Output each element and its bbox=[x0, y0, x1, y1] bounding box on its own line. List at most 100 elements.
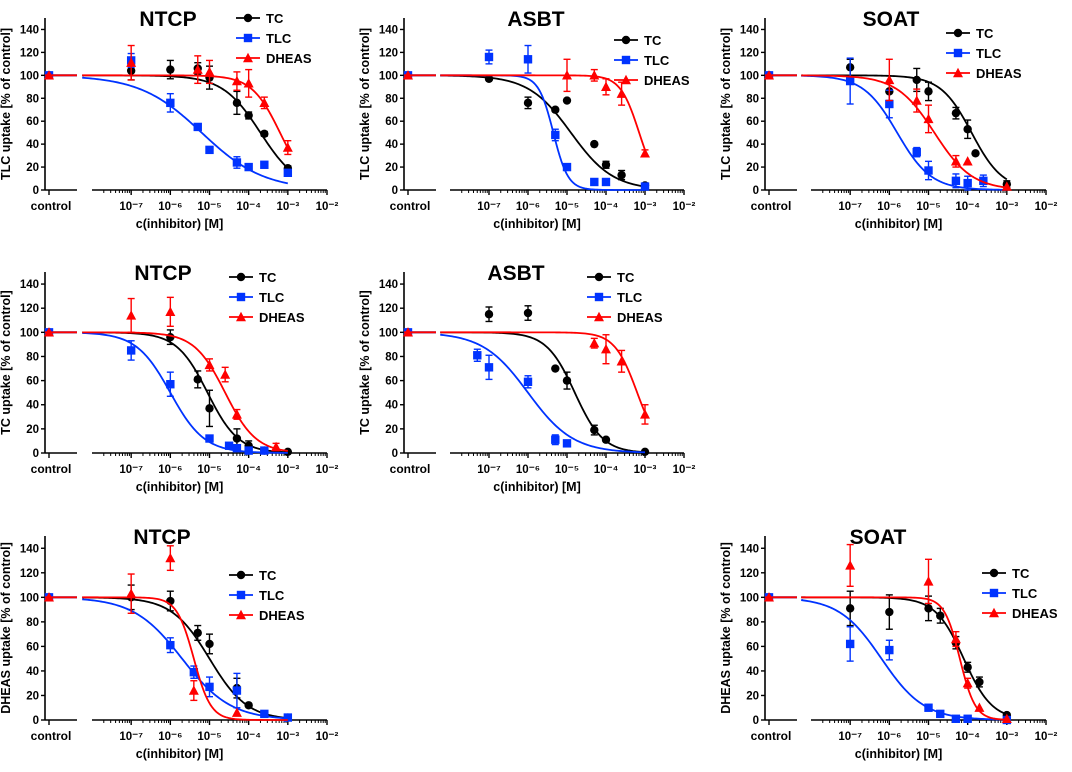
y-tick-label: 20 bbox=[385, 162, 398, 174]
y-tick-label: 100 bbox=[740, 592, 759, 604]
y-tick-label: 120 bbox=[20, 568, 39, 580]
data-point bbox=[271, 441, 282, 452]
x-tick-label: 10⁻⁷ bbox=[477, 201, 501, 213]
data-point bbox=[283, 168, 293, 177]
legend-label: TC bbox=[1012, 566, 1030, 581]
data-point bbox=[165, 306, 176, 317]
chart-panel: 0 20 40 60 80 100 120 140 DHEAS uptake [% of con… bbox=[0, 526, 339, 761]
y-tick-label: 80 bbox=[746, 617, 759, 629]
data-point bbox=[951, 108, 961, 118]
data-point bbox=[260, 446, 269, 455]
x-tick-label: 10⁻⁶ bbox=[516, 201, 540, 213]
data-point bbox=[885, 607, 894, 617]
legend-marker bbox=[236, 590, 246, 600]
data-point bbox=[923, 576, 934, 586]
legend-label: DHEAS bbox=[976, 66, 1022, 81]
data-point bbox=[260, 160, 269, 169]
data-point-control bbox=[44, 327, 54, 337]
legend-label: DHEAS bbox=[1012, 606, 1058, 621]
series-tc bbox=[764, 590, 1012, 720]
legend-label: TLC bbox=[1012, 586, 1038, 601]
legend-marker bbox=[243, 13, 253, 23]
y-tick-label: 40 bbox=[26, 400, 39, 412]
x-axis-label: c(inhibitor) [M] bbox=[855, 747, 942, 761]
data-point bbox=[884, 74, 895, 85]
data-point bbox=[845, 604, 855, 613]
data-point bbox=[126, 588, 137, 598]
y-tick-label: 100 bbox=[740, 70, 759, 82]
y-tick-label: 100 bbox=[379, 327, 398, 339]
data-point bbox=[962, 678, 973, 688]
series-tlc bbox=[403, 44, 650, 191]
data-point bbox=[562, 70, 572, 80]
data-point bbox=[205, 639, 214, 649]
y-tick-label: 140 bbox=[379, 279, 398, 291]
legend-label: TLC bbox=[644, 53, 670, 68]
legend-marker bbox=[594, 311, 604, 322]
data-point bbox=[205, 682, 214, 692]
data-point bbox=[551, 364, 560, 373]
x-tick-label: 10⁻⁵ bbox=[197, 464, 221, 476]
y-tick-label: 140 bbox=[740, 24, 759, 36]
y-tick-label: 60 bbox=[385, 116, 398, 128]
y-tick-label: 60 bbox=[746, 116, 759, 128]
legend-label: TLC bbox=[259, 290, 285, 305]
legend-marker bbox=[236, 570, 246, 580]
data-point bbox=[224, 441, 234, 450]
legend-marker bbox=[953, 67, 963, 78]
y-tick-label: 0 bbox=[33, 715, 39, 727]
series-tlc bbox=[403, 328, 646, 454]
y-tick-label: 120 bbox=[740, 568, 759, 580]
data-point bbox=[950, 156, 961, 166]
data-point bbox=[924, 166, 933, 175]
x-axis-label: c(inhibitor) [M] bbox=[493, 480, 580, 494]
legend-label: DHEAS bbox=[617, 310, 663, 325]
data-point bbox=[484, 310, 494, 319]
legend-marker bbox=[953, 48, 963, 58]
control-label: control bbox=[31, 199, 72, 213]
data-point bbox=[885, 99, 894, 109]
y-tick-label: 20 bbox=[26, 424, 39, 436]
data-point bbox=[260, 709, 269, 719]
data-point bbox=[975, 677, 984, 687]
y-tick-label: 140 bbox=[20, 24, 39, 36]
x-tick-label: 10⁻³ bbox=[995, 731, 1018, 743]
data-point bbox=[484, 363, 494, 372]
series-dheas bbox=[764, 58, 1012, 191]
x-tick-label: 10⁻⁶ bbox=[158, 201, 182, 213]
legend-label: TLC bbox=[266, 31, 292, 46]
legend-label: TC bbox=[259, 568, 277, 583]
legend-marker bbox=[243, 33, 253, 43]
legend-label: DHEAS bbox=[266, 51, 312, 66]
data-point bbox=[601, 160, 611, 169]
y-tick-label: 0 bbox=[753, 715, 759, 727]
data-point bbox=[936, 709, 945, 719]
data-point bbox=[166, 380, 175, 389]
y-tick-label: 40 bbox=[385, 139, 398, 151]
data-point bbox=[232, 158, 242, 167]
y-tick-label: 100 bbox=[20, 70, 39, 82]
data-point bbox=[523, 55, 533, 64]
chart-panel: 0 20 40 60 80 100 120 140 TC uptake [% of contro… bbox=[0, 262, 339, 494]
y-tick-label: 100 bbox=[379, 70, 398, 82]
x-tick-label: 10⁻⁷ bbox=[838, 201, 862, 213]
y-tick-label: 140 bbox=[740, 543, 759, 555]
data-point-control bbox=[403, 327, 413, 337]
x-tick-label: 10⁻³ bbox=[634, 201, 657, 213]
y-tick-label: 20 bbox=[26, 690, 39, 702]
data-point bbox=[283, 447, 293, 456]
data-point bbox=[590, 425, 599, 435]
data-point bbox=[963, 663, 972, 672]
data-point bbox=[232, 443, 242, 453]
fit-curve bbox=[404, 74, 646, 188]
control-label: control bbox=[31, 729, 72, 743]
x-tick-label: 10⁻⁴ bbox=[236, 464, 261, 476]
y-tick-label: 40 bbox=[26, 666, 39, 678]
x-tick-label: 10⁻² bbox=[1035, 731, 1058, 743]
data-point-control bbox=[44, 592, 54, 602]
legend-label: TLC bbox=[617, 290, 643, 305]
y-axis-label: DHEAS uptake [% of control] bbox=[0, 542, 13, 714]
series-dheas bbox=[764, 543, 1012, 723]
y-tick-label: 40 bbox=[746, 139, 759, 151]
